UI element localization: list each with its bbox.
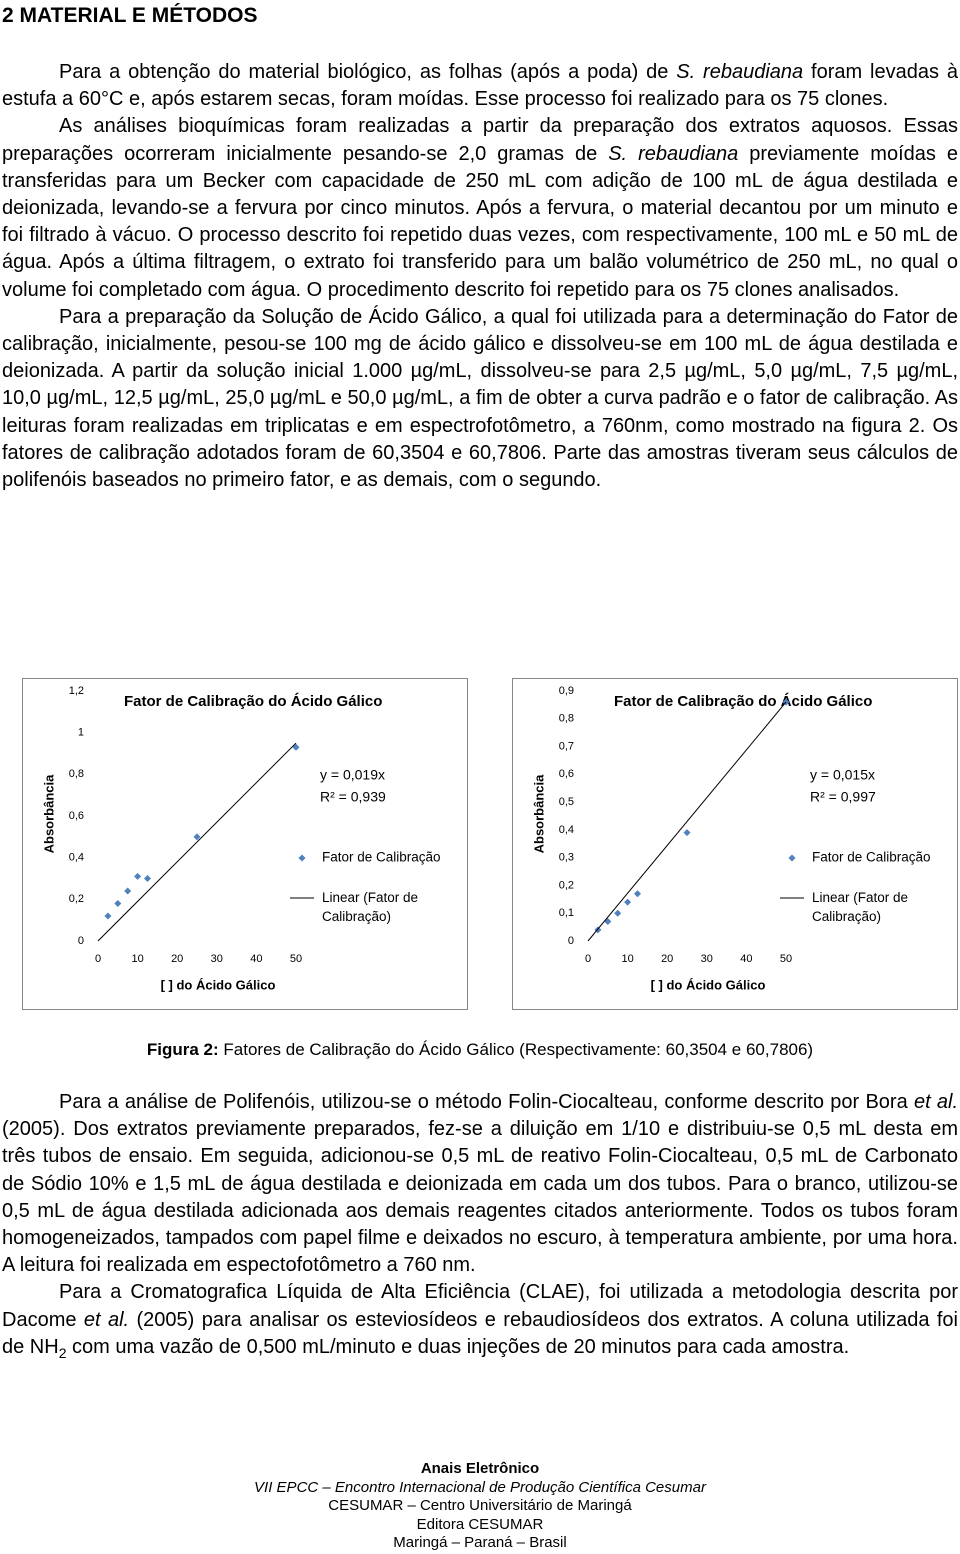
text-run: (2005). Dos extratos previamente prepara… <box>2 1118 958 1277</box>
x-tick-label: 0 <box>585 953 591 965</box>
paragraph: Para a análise de Polifenóis, utilizou-s… <box>2 1089 958 1279</box>
y-axis-label: Absorbância <box>41 774 56 854</box>
chart-frame <box>512 678 958 1010</box>
chart-title: Fator de Calibração do Ácido Gálico <box>124 693 382 710</box>
y-tick-label: 0,7 <box>559 740 574 752</box>
text-run: foram levadas à estufa a 60°C e, após es… <box>2 61 958 111</box>
data-point <box>594 926 602 934</box>
y-tick-label: 0,8 <box>69 768 84 780</box>
y-tick-label: 0,2 <box>559 879 574 891</box>
chart-title: Fator de Calibração do Ácido Gálico <box>614 693 872 710</box>
text-run: et al. <box>913 1091 959 1113</box>
x-tick-label: 40 <box>740 953 752 965</box>
footer: Anais Eletrônico VII EPCC – Encontro Inte… <box>0 1460 960 1553</box>
x-tick-label: 30 <box>701 953 713 965</box>
footer-line: Anais Eletrônico <box>420 1460 540 1477</box>
text-run: 2 <box>58 1344 67 1361</box>
legend-label: Fator de Calibração <box>812 850 931 865</box>
text-run: Para a preparação da Solução de Ácido Gá… <box>2 305 958 492</box>
legend-symbol <box>298 854 306 862</box>
x-tick-label: 0 <box>95 953 101 965</box>
data-point <box>124 887 132 895</box>
trend-line <box>587 701 787 942</box>
y-tick-label: 0,4 <box>559 824 574 836</box>
annotation: y = 0,015x <box>810 767 875 783</box>
text-run: Para a obtenção do material biológico, a… <box>59 61 677 83</box>
x-tick-label: 50 <box>290 953 302 965</box>
x-axis-label: [ ] do Ácido Gálico <box>161 977 276 992</box>
text-run: (2005) para analisar os esteviosídeos e … <box>2 1308 958 1358</box>
y-tick-label: 0 <box>78 935 84 947</box>
data-point <box>614 909 622 917</box>
y-tick-label: 0,2 <box>69 893 84 905</box>
chart: Fator de Calibração do Ácido Gálico Absor… <box>512 678 958 1010</box>
data-point <box>134 872 142 880</box>
text-run: com uma vazão de 0,500 mL/minuto e duas … <box>66 1335 850 1358</box>
paragraph: Para a preparação da Solução de Ácido Gá… <box>2 304 958 494</box>
y-tick-label: 0,6 <box>69 810 84 822</box>
x-tick-label: 20 <box>171 953 183 965</box>
annotation: y = 0,019x <box>320 767 385 783</box>
text-run: Para a análise de Polifenóis, utilizou-s… <box>59 1091 914 1113</box>
caption-label: Figura 2: <box>146 1040 219 1059</box>
y-tick-label: 0 <box>568 935 574 947</box>
chart-frame <box>22 678 468 1010</box>
text-run: Para a Cromatografica Líquida de Alta Ef… <box>2 1281 958 1331</box>
footer-line: CESUMAR – Centro Universitário de Maring… <box>328 1497 632 1515</box>
text-run: As análises bioquímicas foram realizadas… <box>2 115 958 165</box>
x-tick-label: 50 <box>780 953 792 965</box>
text-run: S. rebaudiana <box>608 142 739 165</box>
text-block: Para a análise de Polifenóis, utilizou-s… <box>2 1089 958 1361</box>
y-tick-label: 0,1 <box>559 907 574 919</box>
paragraph: Para a Cromatografica Líquida de Alta Ef… <box>2 1279 958 1361</box>
y-tick-label: 1 <box>78 727 84 739</box>
footer-line: Maringá – Paraná – Brasil <box>393 1534 567 1552</box>
text-block: Para a obtenção do material biológico, a… <box>2 59 958 494</box>
x-axis-label: [ ] do Ácido Gálico <box>651 977 766 992</box>
trend-line <box>97 742 297 942</box>
y-tick-label: 0,9 <box>559 685 574 697</box>
x-tick-label: 30 <box>211 953 223 965</box>
paragraph: Para a obtenção do material biológico, a… <box>2 59 958 113</box>
x-tick-label: 10 <box>131 953 143 965</box>
y-tick-label: 0,6 <box>559 768 574 780</box>
y-tick-label: 1,2 <box>69 685 84 697</box>
figure-caption: Figura 2: Fatores de Calibração do Ácido… <box>0 1040 960 1060</box>
caption-text: Fatores de Calibração do Ácido Gálico (R… <box>218 1040 814 1059</box>
x-tick-label: 40 <box>250 953 262 965</box>
legend-label: Linear (Fator de Calibração) <box>812 890 908 924</box>
legend-label: Linear (Fator de Calibração) <box>322 890 418 924</box>
y-tick-label: 0,3 <box>559 852 574 864</box>
y-tick-label: 0,5 <box>559 796 574 808</box>
data-point <box>634 890 641 898</box>
annotation: R² = 0,939 <box>320 789 386 805</box>
data-point <box>114 900 122 907</box>
x-tick-label: 10 <box>621 953 633 965</box>
y-tick-label: 0,4 <box>69 852 84 864</box>
annotation: R² = 0,997 <box>810 789 876 805</box>
data-point <box>193 833 201 841</box>
footer-line: VII EPCC – Encontro Internacional de Pro… <box>254 1478 706 1496</box>
text-run: S. rebaudiana <box>676 61 804 83</box>
text-run: previamente moídas e transferidas para u… <box>2 142 959 301</box>
y-tick-label: 0,8 <box>559 713 574 725</box>
data-point <box>683 829 691 837</box>
legend-label: Fator de Calibração <box>322 850 441 865</box>
data-point <box>144 875 151 882</box>
x-tick-label: 20 <box>661 953 673 965</box>
data-point <box>604 918 612 926</box>
text-run: et al. <box>83 1308 130 1331</box>
legend-symbol <box>788 854 796 862</box>
y-axis-label: Absorbância <box>531 774 546 854</box>
section-heading: 2 MATERIAL E MÉTODOS <box>2 4 258 27</box>
chart: Fator de Calibração do Ácido Gálico Absor… <box>22 678 468 1010</box>
footer-line: Editora CESUMAR <box>416 1515 544 1533</box>
paragraph: As análises bioquímicas foram realizadas… <box>2 113 958 303</box>
data-point <box>624 898 632 906</box>
data-point <box>104 912 112 920</box>
